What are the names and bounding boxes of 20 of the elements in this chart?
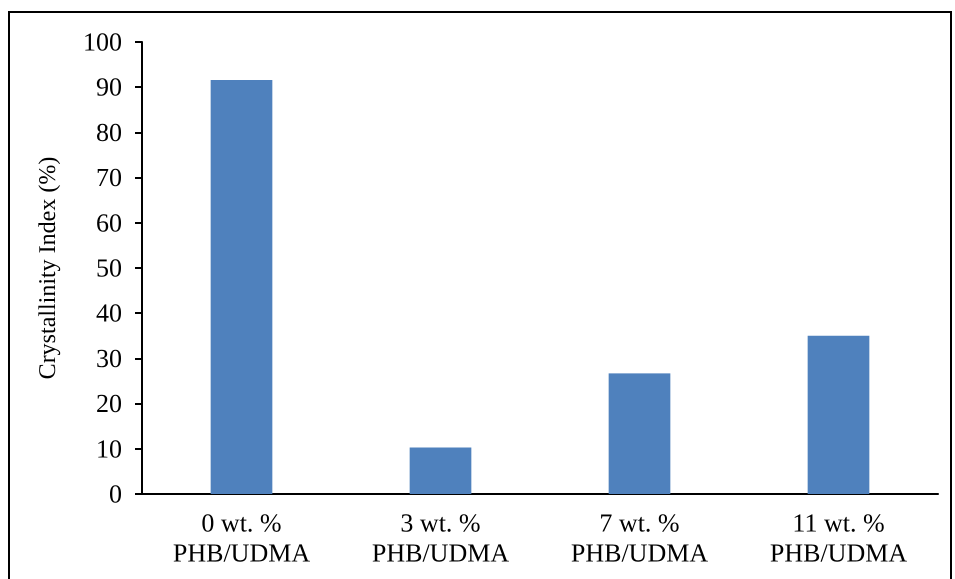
bar — [608, 373, 670, 494]
y-tick-label: 60 — [96, 208, 122, 238]
y-tick-label: 20 — [96, 389, 122, 418]
y-tick-label: 30 — [96, 344, 122, 373]
x-tick-label: 3 wt. % PHB/UDMA — [372, 508, 510, 568]
y-tick-label: 100 — [83, 28, 122, 56]
bar — [808, 336, 870, 494]
bar — [210, 80, 272, 494]
y-tick-label: 80 — [96, 118, 122, 147]
y-axis-title: Crystallinity Index (%) — [35, 156, 61, 380]
y-tick-label: 0 — [109, 480, 122, 508]
y-tick-label: 40 — [96, 298, 122, 328]
x-tick-label: 11 wt. % PHB/UDMA — [770, 508, 908, 568]
y-tick-label: 50 — [96, 254, 122, 282]
x-tick-label: 0 wt. % PHB/UDMA — [172, 508, 310, 568]
y-tick-label: 10 — [96, 434, 122, 464]
y-tick-label: 90 — [96, 72, 122, 102]
x-tick-label: 7 wt. % PHB/UDMA — [570, 508, 708, 568]
y-tick-label: 70 — [96, 163, 122, 192]
bar — [410, 447, 472, 494]
